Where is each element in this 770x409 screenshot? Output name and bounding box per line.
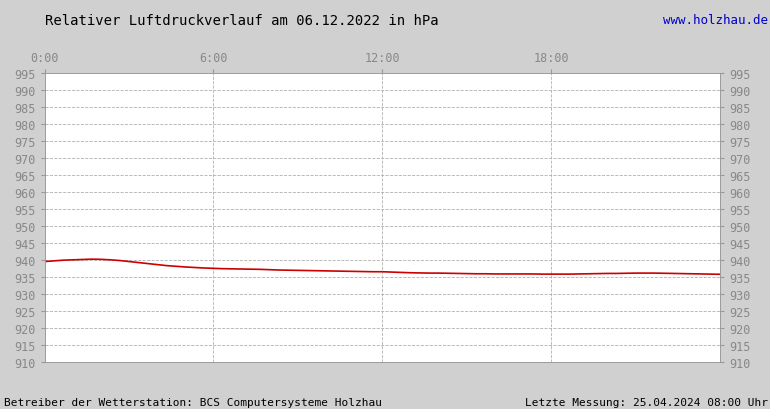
Text: Relativer Luftdruckverlauf am 06.12.2022 in hPa: Relativer Luftdruckverlauf am 06.12.2022… bbox=[45, 14, 438, 28]
Text: www.holzhau.de: www.holzhau.de bbox=[664, 14, 768, 27]
Text: Betreiber der Wetterstation: BCS Computersysteme Holzhau: Betreiber der Wetterstation: BCS Compute… bbox=[4, 397, 382, 407]
Text: Letzte Messung: 25.04.2024 08:00 Uhr: Letzte Messung: 25.04.2024 08:00 Uhr bbox=[525, 397, 768, 407]
